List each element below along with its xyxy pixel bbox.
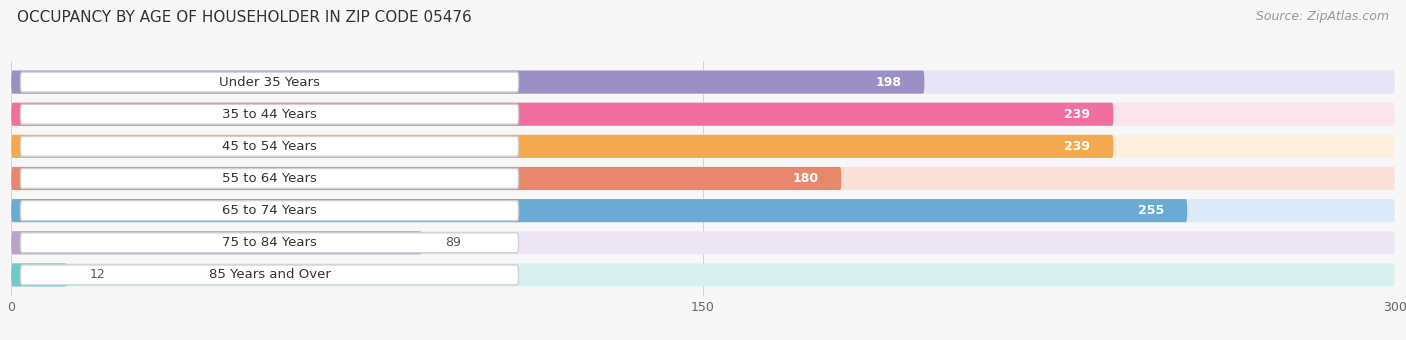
Text: 239: 239 [1064, 108, 1091, 121]
FancyBboxPatch shape [11, 70, 1395, 94]
FancyBboxPatch shape [11, 103, 1395, 126]
FancyBboxPatch shape [11, 231, 1395, 254]
FancyBboxPatch shape [11, 199, 1395, 222]
Text: Source: ZipAtlas.com: Source: ZipAtlas.com [1256, 10, 1389, 23]
FancyBboxPatch shape [21, 72, 519, 92]
FancyBboxPatch shape [11, 70, 924, 94]
FancyBboxPatch shape [11, 135, 1114, 158]
FancyBboxPatch shape [21, 136, 519, 156]
Text: Under 35 Years: Under 35 Years [219, 75, 321, 89]
Text: 45 to 54 Years: 45 to 54 Years [222, 140, 316, 153]
Text: 180: 180 [792, 172, 818, 185]
FancyBboxPatch shape [11, 167, 841, 190]
FancyBboxPatch shape [11, 231, 422, 254]
FancyBboxPatch shape [21, 201, 519, 221]
FancyBboxPatch shape [11, 264, 1395, 287]
Text: 85 Years and Over: 85 Years and Over [208, 268, 330, 282]
FancyBboxPatch shape [11, 103, 1114, 126]
FancyBboxPatch shape [11, 199, 1187, 222]
FancyBboxPatch shape [21, 169, 519, 188]
Text: 65 to 74 Years: 65 to 74 Years [222, 204, 316, 217]
Text: 89: 89 [444, 236, 461, 249]
FancyBboxPatch shape [21, 265, 519, 285]
FancyBboxPatch shape [11, 135, 1395, 158]
Text: 75 to 84 Years: 75 to 84 Years [222, 236, 316, 249]
Text: 255: 255 [1137, 204, 1164, 217]
Text: 35 to 44 Years: 35 to 44 Years [222, 108, 316, 121]
Text: OCCUPANCY BY AGE OF HOUSEHOLDER IN ZIP CODE 05476: OCCUPANCY BY AGE OF HOUSEHOLDER IN ZIP C… [17, 10, 471, 25]
Text: 239: 239 [1064, 140, 1091, 153]
FancyBboxPatch shape [21, 233, 519, 253]
Text: 198: 198 [876, 75, 901, 89]
Text: 55 to 64 Years: 55 to 64 Years [222, 172, 316, 185]
FancyBboxPatch shape [11, 167, 1395, 190]
FancyBboxPatch shape [11, 264, 66, 287]
FancyBboxPatch shape [21, 104, 519, 124]
Text: 12: 12 [90, 268, 105, 282]
